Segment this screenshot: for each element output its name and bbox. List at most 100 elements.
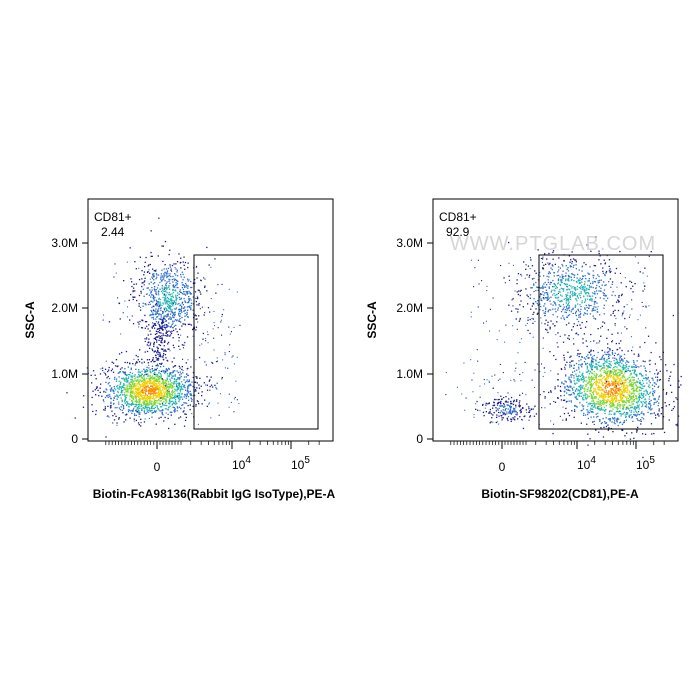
scatter-point <box>597 412 599 414</box>
scatter-point <box>162 310 164 313</box>
scatter-point <box>676 424 678 427</box>
scatter-point <box>543 312 545 314</box>
scatter-point <box>612 431 614 433</box>
scatter-point <box>173 385 175 388</box>
scatter-point <box>617 362 619 364</box>
scatter-point <box>655 376 657 378</box>
scatter-point <box>615 342 617 345</box>
scatter-point <box>146 401 148 403</box>
x-axis-label: Biotin-FcA98136(Rabbit IgG IsoType),PE-A <box>93 487 336 501</box>
scatter-point <box>162 329 164 331</box>
scatter-point <box>122 386 125 389</box>
scatter-point <box>153 392 155 394</box>
scatter-point <box>220 321 222 323</box>
scatter-point <box>610 402 612 404</box>
scatter-point <box>113 397 116 399</box>
scatter-point <box>599 297 601 299</box>
scatter-point <box>603 401 605 403</box>
scatter-point <box>519 294 521 297</box>
scatter-point <box>179 315 181 317</box>
scatter-point <box>157 377 159 379</box>
scatter-point <box>612 371 614 373</box>
scatter-point <box>587 280 589 282</box>
scatter-point <box>582 397 584 399</box>
scatter-point <box>640 420 642 422</box>
scatter-point <box>574 288 576 290</box>
scatter-point <box>520 300 522 302</box>
scatter-point <box>187 292 189 294</box>
scatter-point <box>588 273 590 275</box>
scatter-point <box>134 290 136 292</box>
scatter-point <box>620 282 622 284</box>
scatter-point <box>138 416 140 418</box>
scatter-point <box>170 400 172 403</box>
scatter-point <box>95 387 98 390</box>
scatter-point <box>152 387 155 389</box>
scatter-point <box>589 438 591 440</box>
scatter-point <box>609 419 611 421</box>
scatter-point <box>149 380 151 382</box>
scatter-point <box>527 265 530 267</box>
scatter-point <box>158 329 161 332</box>
scatter-point <box>164 402 167 404</box>
scatter-point <box>119 394 121 396</box>
scatter-point <box>623 402 625 404</box>
scatter-point <box>653 402 656 404</box>
scatter-point <box>610 375 612 377</box>
scatter-point <box>652 393 654 395</box>
scatter-point <box>529 294 532 296</box>
scatter-point <box>206 376 208 378</box>
scatter-point <box>162 321 165 323</box>
scatter-point <box>189 323 191 325</box>
scatter-point <box>632 396 635 399</box>
scatter-point <box>152 377 154 379</box>
scatter-point <box>178 340 180 342</box>
scatter-point <box>163 286 166 288</box>
scatter-point <box>165 297 167 299</box>
scatter-point <box>586 298 589 300</box>
scatter-point <box>168 288 171 290</box>
scatter-point <box>543 275 545 277</box>
scatter-point <box>178 312 180 314</box>
scatter-point <box>627 378 629 380</box>
scatter-point <box>186 316 189 318</box>
scatter-point <box>156 276 158 278</box>
scatter-point <box>192 371 195 374</box>
scatter-point <box>128 409 131 411</box>
gate-rectangle[interactable] <box>193 254 319 430</box>
scatter-point <box>151 289 153 291</box>
scatter-point <box>565 311 567 314</box>
scatter-point <box>529 297 531 299</box>
scatter-point <box>174 396 177 399</box>
scatter-point <box>620 355 623 357</box>
scatter-point <box>150 377 152 379</box>
scatter-point <box>600 365 602 367</box>
scatter-point <box>138 267 140 269</box>
scatter-point <box>564 334 566 336</box>
scatter-point <box>638 408 640 410</box>
scatter-point <box>118 380 120 382</box>
scatter-point <box>584 307 586 309</box>
scatter-point <box>591 384 594 386</box>
scatter-point <box>589 383 591 385</box>
scatter-point <box>216 357 218 359</box>
scatter-point <box>549 262 551 264</box>
scatter-point <box>163 268 165 270</box>
scatter-point <box>633 366 635 368</box>
scatter-point <box>165 303 167 305</box>
scatter-point <box>619 410 621 412</box>
scatter-point <box>594 366 596 368</box>
scatter-point <box>557 397 559 399</box>
scatter-point <box>143 284 145 286</box>
scatter-point <box>169 316 171 318</box>
scatter-point <box>129 247 131 249</box>
scatter-point <box>156 351 158 353</box>
scatter-point <box>575 332 578 334</box>
scatter-point <box>157 357 159 360</box>
scatter-point <box>619 422 621 424</box>
scatter-point <box>230 331 232 333</box>
scatter-point <box>122 406 125 408</box>
scatter-point <box>206 389 209 391</box>
scatter-point <box>134 389 137 391</box>
scatter-point <box>147 303 150 306</box>
